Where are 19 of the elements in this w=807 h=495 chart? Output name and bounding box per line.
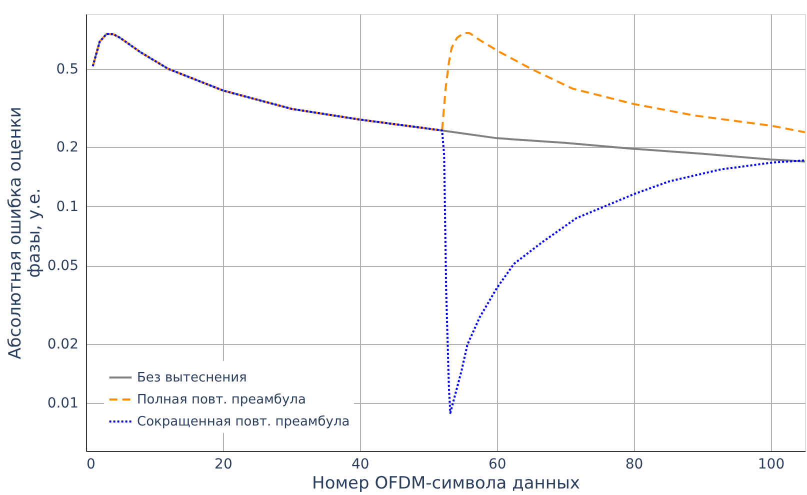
- y-tick-label: 0.2: [56, 140, 78, 156]
- y-tick-label: 0.02: [47, 336, 78, 352]
- y-tick-label: 0.1: [56, 198, 78, 215]
- x-tick-label: 100: [758, 456, 785, 472]
- y-tick-label: 0.01: [47, 395, 78, 412]
- line-series: [92, 32, 805, 414]
- x-tick-label: 20: [214, 456, 232, 472]
- legend-label: Сокращенная повт. преамбула: [137, 414, 350, 430]
- x-axis-title: Номер OFDM-символа данных: [312, 474, 580, 494]
- y-axis-title: Абсолютная ошибка оценки фазы, у.е.: [5, 106, 44, 360]
- x-tick-label: 0: [86, 456, 96, 472]
- x-tick-label: 80: [625, 456, 644, 472]
- legend-label: Без вытеснения: [137, 370, 247, 386]
- line-series: [92, 32, 805, 134]
- x-tick-label: 40: [351, 456, 370, 472]
- legend-label: Полная повт. преамбула: [137, 392, 306, 408]
- y-tick-label: 0.5: [56, 61, 78, 78]
- y-tick-label: 0.05: [47, 258, 78, 274]
- x-tick-label: 60: [488, 456, 506, 472]
